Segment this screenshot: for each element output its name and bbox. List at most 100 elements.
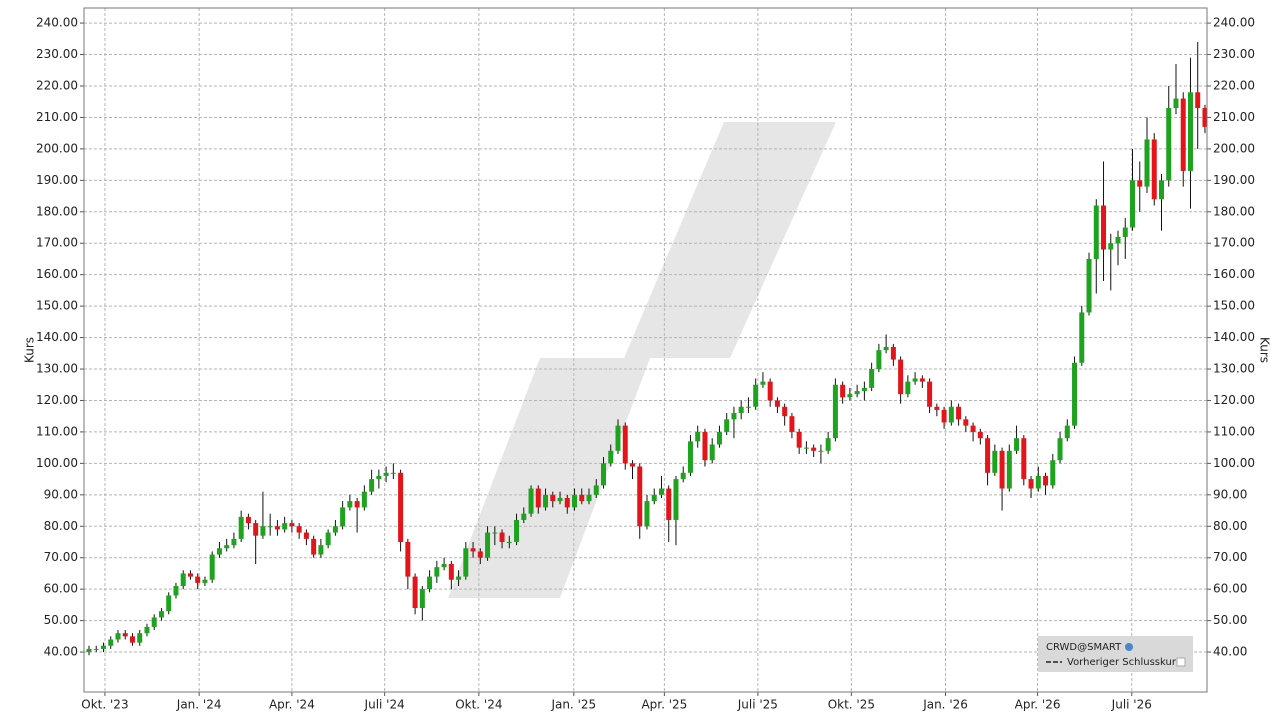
candle-body bbox=[941, 409, 947, 423]
candle-body bbox=[499, 532, 505, 542]
candle-body bbox=[202, 579, 208, 583]
candle-body bbox=[876, 350, 882, 370]
x-tick-label: Apr. '24 bbox=[269, 698, 315, 712]
y2-tick-label: 230.00 bbox=[1213, 47, 1255, 61]
y-tick-label: 60.00 bbox=[44, 582, 78, 596]
candle-body bbox=[1151, 139, 1157, 200]
candle-body bbox=[441, 564, 447, 568]
y2-tick-label: 180.00 bbox=[1213, 204, 1255, 218]
y-tick-label: 80.00 bbox=[44, 519, 78, 533]
candle-body bbox=[1144, 139, 1150, 187]
candle-body bbox=[224, 545, 230, 549]
candle-body bbox=[745, 406, 751, 408]
candle-body bbox=[1086, 258, 1092, 313]
candle-body bbox=[890, 347, 896, 360]
candle-body bbox=[506, 541, 512, 543]
candle-body bbox=[209, 554, 215, 580]
candle-body bbox=[680, 472, 686, 480]
candle-body bbox=[550, 494, 556, 502]
watermark bbox=[448, 122, 836, 598]
y-tick-label: 150.00 bbox=[36, 299, 78, 313]
x-tick-label: Apr. '26 bbox=[1015, 698, 1061, 712]
y2-axis-label: Kurs bbox=[1258, 337, 1272, 363]
candle-body bbox=[985, 438, 991, 473]
legend-box bbox=[1038, 636, 1193, 672]
candle-body bbox=[883, 347, 889, 351]
candle-body bbox=[129, 636, 135, 643]
candle-body bbox=[231, 538, 237, 546]
candle-body bbox=[622, 425, 628, 464]
candle-body bbox=[854, 391, 860, 395]
legend-checkbox[interactable] bbox=[1176, 657, 1186, 667]
candle-body bbox=[296, 526, 302, 533]
candle-body bbox=[709, 444, 715, 461]
x-tick-label: Jan. '25 bbox=[550, 698, 596, 712]
candle-body bbox=[724, 419, 730, 432]
candle-body bbox=[448, 564, 454, 580]
candle-body bbox=[463, 548, 469, 577]
candle-body bbox=[629, 463, 635, 467]
y2-tick-label: 130.00 bbox=[1213, 362, 1255, 376]
candle-body bbox=[1035, 475, 1041, 489]
candle-body bbox=[1072, 362, 1078, 426]
candle-body bbox=[898, 359, 904, 395]
y2-tick-label: 50.00 bbox=[1213, 613, 1247, 627]
candle-body bbox=[1028, 479, 1034, 489]
y2-tick-label: 160.00 bbox=[1213, 267, 1255, 281]
candle-body bbox=[216, 548, 222, 555]
y2-tick-label: 210.00 bbox=[1213, 110, 1255, 124]
y-tick-label: 240.00 bbox=[36, 16, 78, 30]
candle-body bbox=[1180, 98, 1186, 171]
candle-body bbox=[803, 447, 809, 449]
candle-body bbox=[651, 494, 657, 502]
candle-body bbox=[361, 491, 367, 508]
candle-body bbox=[687, 441, 693, 473]
legend-entry: Vorheriger Schlusskurs bbox=[1067, 657, 1181, 668]
candle-body bbox=[354, 501, 360, 508]
candle-body bbox=[1050, 460, 1056, 486]
candle-body bbox=[811, 447, 817, 451]
candle-body bbox=[340, 507, 346, 527]
candle-body bbox=[412, 576, 418, 609]
y2-tick-label: 110.00 bbox=[1213, 424, 1255, 438]
x-tick-label: Juli '26 bbox=[1111, 698, 1152, 712]
candle-body bbox=[1130, 180, 1136, 228]
candle-body bbox=[716, 431, 722, 445]
candle-body bbox=[173, 586, 179, 596]
candle-body bbox=[977, 431, 983, 439]
candle-body bbox=[615, 425, 621, 451]
y2-tick-label: 190.00 bbox=[1213, 173, 1255, 187]
y-tick-label: 190.00 bbox=[36, 173, 78, 187]
candle-body bbox=[774, 400, 780, 407]
candle-body bbox=[419, 589, 425, 609]
y-tick-label: 110.00 bbox=[36, 424, 78, 438]
candle-body bbox=[927, 381, 933, 407]
candle-body bbox=[398, 472, 404, 542]
y-tick-label: 130.00 bbox=[36, 362, 78, 376]
candle-body bbox=[1093, 205, 1099, 259]
candle-body bbox=[1202, 108, 1208, 127]
x-tick-label: Juli '25 bbox=[737, 698, 778, 712]
candle-body bbox=[934, 406, 940, 410]
candle-body bbox=[245, 516, 251, 524]
legend-icon bbox=[1125, 643, 1133, 651]
candle-body bbox=[390, 472, 396, 474]
candle-body bbox=[1173, 98, 1179, 109]
candle-body bbox=[825, 438, 831, 451]
candle-body bbox=[695, 431, 701, 442]
candle-body bbox=[332, 526, 338, 533]
candle-body bbox=[840, 384, 846, 398]
candle-body bbox=[948, 406, 954, 423]
candle-body bbox=[586, 494, 592, 502]
candle-body bbox=[760, 381, 766, 385]
x-tick-label: Juli '24 bbox=[364, 698, 405, 712]
y2-tick-label: 120.00 bbox=[1213, 393, 1255, 407]
candle-body bbox=[427, 576, 433, 590]
y-tick-label: 50.00 bbox=[44, 613, 78, 627]
candle-body bbox=[485, 532, 491, 558]
y-tick-label: 140.00 bbox=[36, 330, 78, 344]
candle-body bbox=[847, 394, 853, 398]
candle-body bbox=[919, 378, 925, 382]
y-tick-label: 210.00 bbox=[36, 110, 78, 124]
candle-body bbox=[1014, 438, 1020, 451]
